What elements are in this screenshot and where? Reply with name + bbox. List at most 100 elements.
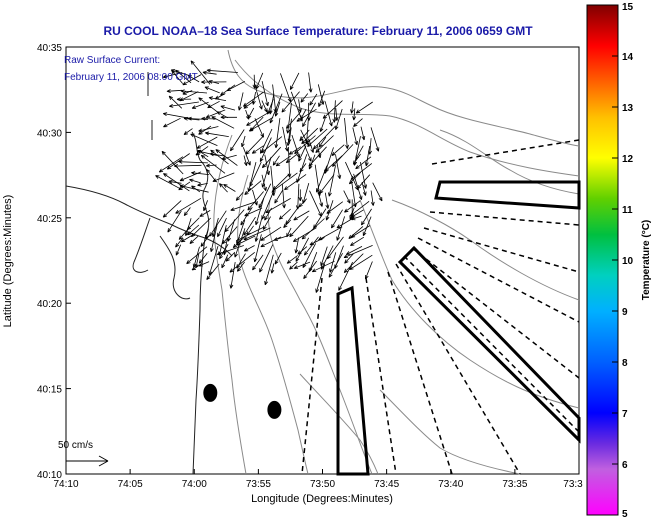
- current-vector: [294, 135, 316, 155]
- current-vector: [187, 116, 209, 121]
- isobath-contours: [213, 49, 580, 475]
- current-vector: [220, 115, 237, 120]
- current-vector: [175, 237, 184, 248]
- current-vector: [362, 216, 372, 237]
- colorbar-tick-label: 10: [622, 256, 634, 267]
- current-vector: [202, 70, 217, 75]
- current-vector: [232, 235, 247, 249]
- current-vector: [221, 254, 229, 269]
- current-vector: [260, 236, 282, 248]
- colorbar-tick-label: 13: [622, 103, 634, 114]
- current-vector: [274, 252, 282, 265]
- y-tick-label: 40:15: [37, 385, 62, 396]
- current-vector: [206, 168, 217, 183]
- current-vector: [356, 174, 371, 190]
- current-vector: [196, 136, 218, 149]
- current-vector: [302, 102, 316, 128]
- current-vector: [299, 129, 310, 142]
- current-vector: [332, 100, 337, 123]
- current-vector: [259, 244, 274, 273]
- current-vector: [311, 260, 335, 273]
- current-vector: [274, 101, 281, 117]
- current-vector: [190, 60, 211, 85]
- current-vector: [289, 215, 309, 238]
- current-vector: [198, 253, 208, 264]
- colorbar-tick-label: 15: [622, 2, 634, 13]
- current-vector: [348, 172, 361, 185]
- current-vector: [190, 133, 218, 146]
- station-markers: [203, 383, 282, 419]
- current-vector: [166, 153, 190, 170]
- current-vector: [180, 89, 208, 94]
- current-vector: [261, 136, 283, 154]
- y-tick-label: 40:10: [37, 470, 62, 481]
- current-vector: [197, 182, 208, 187]
- current-vector: [286, 102, 292, 134]
- current-vector: [252, 189, 258, 206]
- box-south: [336, 285, 370, 476]
- x-tick-label: 73:35: [502, 479, 527, 490]
- current-vector: [344, 253, 354, 264]
- current-vector: [361, 208, 372, 226]
- current-vector: [223, 184, 236, 192]
- current-vector: [162, 112, 193, 120]
- x-tick-label: 73:3: [563, 479, 583, 490]
- current-vector: [205, 109, 226, 118]
- current-vector: [360, 126, 366, 141]
- current-vector: [204, 86, 220, 94]
- colorbar-tick-label: 11: [622, 205, 633, 216]
- current-vector: [350, 101, 354, 114]
- x-axis-label: Longitude (Degrees:Minutes): [251, 493, 393, 505]
- current-vector: [216, 111, 228, 119]
- current-vector: [352, 108, 357, 121]
- current-vector: [234, 228, 246, 258]
- current-vector: [262, 216, 271, 230]
- current-vector: [300, 135, 312, 162]
- current-vector: [350, 236, 365, 246]
- current-vector: [222, 226, 238, 245]
- current-vector: [235, 191, 244, 201]
- current-vector: [300, 93, 309, 103]
- colorbar-tick-label: 9: [622, 307, 628, 318]
- current-vector: [275, 155, 291, 167]
- current-vector: [352, 127, 358, 146]
- current-vector: [236, 261, 245, 272]
- current-vector: [298, 189, 303, 202]
- current-vector: [281, 183, 286, 209]
- current-vector: [281, 91, 300, 113]
- current-vector: [335, 155, 342, 180]
- current-vector-field: [155, 60, 383, 293]
- current-vector: [199, 210, 211, 217]
- current-vector: [187, 224, 200, 236]
- current-vector: [155, 175, 183, 191]
- current-vector: [163, 173, 190, 192]
- current-vector: [349, 200, 370, 217]
- current-vector: [189, 235, 199, 244]
- current-vector: [285, 111, 302, 129]
- scale-bar-arrow: [66, 455, 109, 467]
- current-vector: [158, 156, 184, 173]
- current-vector: [166, 89, 183, 93]
- current-vector: [352, 153, 361, 165]
- current-vector: [189, 178, 201, 184]
- coastline: [65, 72, 233, 475]
- current-vector: [328, 165, 336, 197]
- current-vector: [324, 192, 330, 209]
- colorbar-ticks: 15 14 13 12 11 10 9 8 7 6 5: [612, 2, 634, 519]
- current-vector: [372, 182, 383, 202]
- x-tick-label: 73:45: [374, 479, 399, 490]
- current-vector: [167, 210, 182, 233]
- current-vector: [203, 200, 208, 212]
- current-vector: [315, 263, 326, 293]
- current-vector: [261, 174, 267, 192]
- current-vector: [183, 128, 193, 135]
- current-vector: [180, 234, 194, 243]
- current-vector: [292, 227, 317, 242]
- x-tick-label: 73:55: [246, 479, 271, 490]
- current-vector: [317, 84, 325, 105]
- current-vector: [206, 68, 238, 73]
- current-vector: [252, 254, 264, 271]
- current-vector: [204, 228, 209, 240]
- current-vector: [336, 216, 345, 241]
